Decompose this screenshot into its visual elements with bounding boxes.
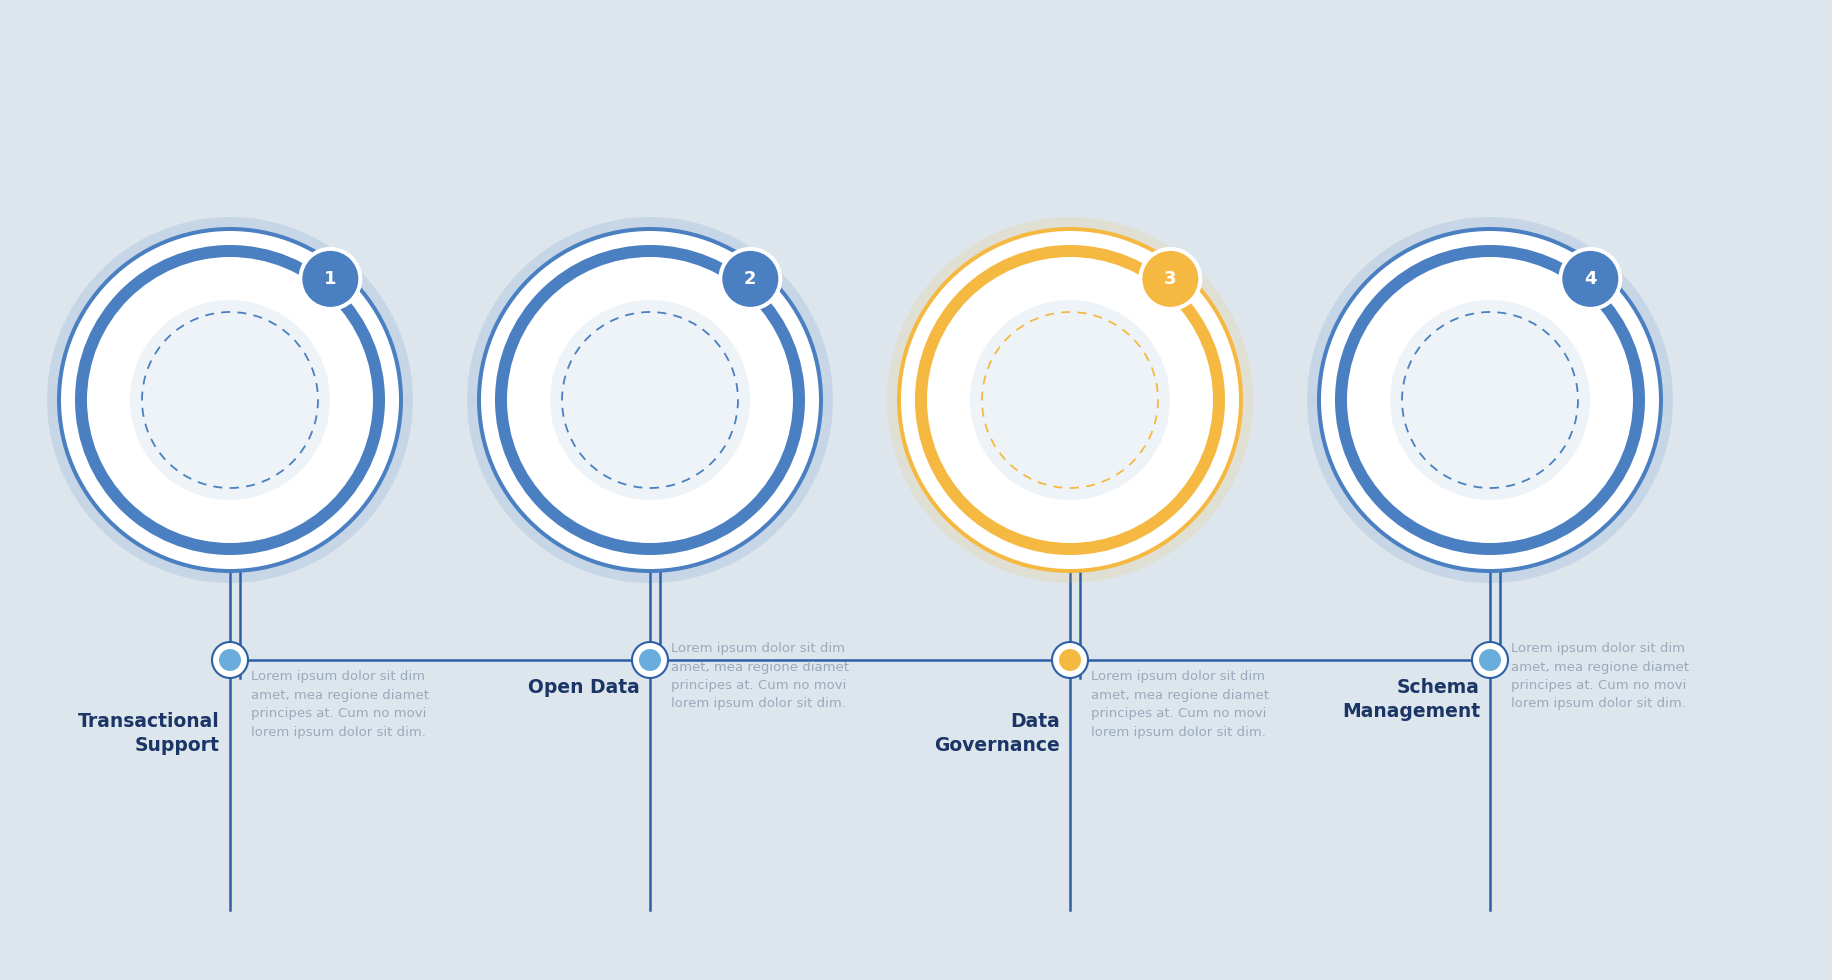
- Circle shape: [130, 300, 330, 500]
- Circle shape: [57, 227, 403, 573]
- Text: Lorem ipsum dolor sit dim
amet, mea regione diamet
principes at. Cum no movi
lor: Lorem ipsum dolor sit dim amet, mea regi…: [251, 670, 429, 739]
- Circle shape: [482, 231, 819, 569]
- Circle shape: [1559, 247, 1623, 311]
- Circle shape: [901, 231, 1238, 569]
- Circle shape: [1052, 642, 1088, 678]
- Circle shape: [48, 217, 412, 583]
- Circle shape: [1336, 245, 1645, 555]
- Circle shape: [467, 217, 834, 583]
- Text: Lorem ipsum dolor sit dim
amet, mea regione diamet
principes at. Cum no movi
lor: Lorem ipsum dolor sit dim amet, mea regi…: [1511, 642, 1689, 710]
- Text: Transactional
Support: Transactional Support: [79, 712, 220, 756]
- Circle shape: [476, 227, 823, 573]
- Circle shape: [898, 227, 1242, 573]
- Circle shape: [718, 247, 782, 311]
- Text: Lorem ipsum dolor sit dim
amet, mea regione diamet
principes at. Cum no movi
lor: Lorem ipsum dolor sit dim amet, mea regi…: [1092, 670, 1270, 739]
- Circle shape: [927, 257, 1213, 543]
- Circle shape: [969, 300, 1171, 500]
- Circle shape: [632, 642, 669, 678]
- Text: 4: 4: [1585, 270, 1598, 288]
- Circle shape: [220, 649, 242, 671]
- Circle shape: [60, 231, 399, 569]
- Text: Open Data: Open Data: [528, 678, 639, 697]
- Circle shape: [1317, 227, 1663, 573]
- Circle shape: [1059, 649, 1081, 671]
- Circle shape: [1471, 642, 1508, 678]
- Circle shape: [75, 245, 385, 555]
- Circle shape: [1563, 251, 1618, 307]
- Circle shape: [213, 642, 247, 678]
- Text: 2: 2: [744, 270, 757, 288]
- Circle shape: [1347, 257, 1632, 543]
- Circle shape: [1306, 217, 1673, 583]
- Text: Schema
Management: Schema Management: [1341, 678, 1480, 721]
- Circle shape: [550, 300, 749, 500]
- Circle shape: [507, 257, 793, 543]
- Circle shape: [1478, 649, 1500, 671]
- Circle shape: [299, 247, 363, 311]
- Circle shape: [1390, 300, 1590, 500]
- Circle shape: [639, 649, 661, 671]
- Text: Data
Governance: Data Governance: [934, 712, 1061, 756]
- Text: 3: 3: [1163, 270, 1176, 288]
- Text: Lorem ipsum dolor sit dim
amet, mea regione diamet
principes at. Cum no movi
lor: Lorem ipsum dolor sit dim amet, mea regi…: [671, 642, 848, 710]
- Circle shape: [887, 217, 1253, 583]
- Circle shape: [302, 251, 359, 307]
- Text: 1: 1: [324, 270, 337, 288]
- Circle shape: [495, 245, 804, 555]
- Circle shape: [914, 245, 1226, 555]
- Circle shape: [1138, 247, 1202, 311]
- Circle shape: [1143, 251, 1198, 307]
- Circle shape: [86, 257, 374, 543]
- Circle shape: [1321, 231, 1660, 569]
- Circle shape: [722, 251, 779, 307]
